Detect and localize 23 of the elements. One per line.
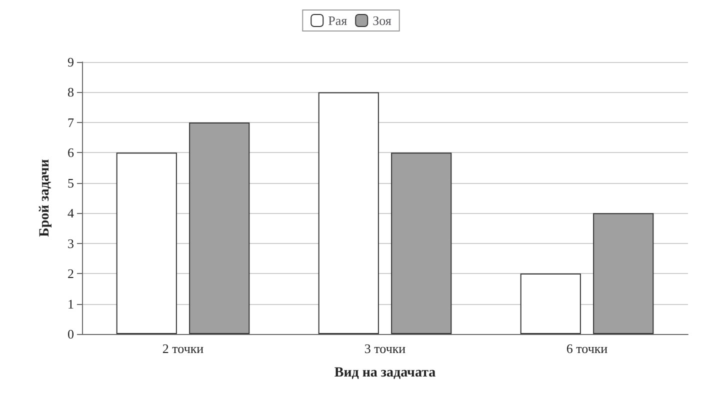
y-tick-label: 3 bbox=[68, 236, 74, 251]
x-tick-label: 2 точки bbox=[162, 341, 204, 356]
bar bbox=[520, 274, 581, 334]
bar bbox=[116, 152, 177, 334]
y-tick-label: 6 bbox=[68, 145, 74, 160]
bar bbox=[593, 213, 654, 334]
y-tick-label: 1 bbox=[68, 296, 74, 312]
x-tick-label: 3 точки bbox=[364, 341, 406, 356]
bar bbox=[318, 92, 379, 334]
y-tick-label: 5 bbox=[68, 175, 74, 190]
bar bbox=[391, 152, 452, 334]
x-axis-title: Вид на задачата bbox=[334, 366, 436, 380]
bar bbox=[189, 122, 250, 334]
legend-label: Рая bbox=[328, 13, 348, 28]
y-tick-label: 9 bbox=[68, 54, 74, 70]
legend-label: Зоя bbox=[372, 13, 392, 28]
y-tick-label: 4 bbox=[68, 206, 74, 221]
y-tick-label: 7 bbox=[68, 114, 74, 130]
y-tick-label: 8 bbox=[68, 84, 74, 100]
y-tick-label: 0 bbox=[68, 326, 74, 342]
y-tick-label: 2 bbox=[68, 266, 74, 282]
x-tick-label: 6 точки bbox=[566, 341, 608, 356]
y-axis-title: Брой задачи bbox=[38, 159, 52, 237]
